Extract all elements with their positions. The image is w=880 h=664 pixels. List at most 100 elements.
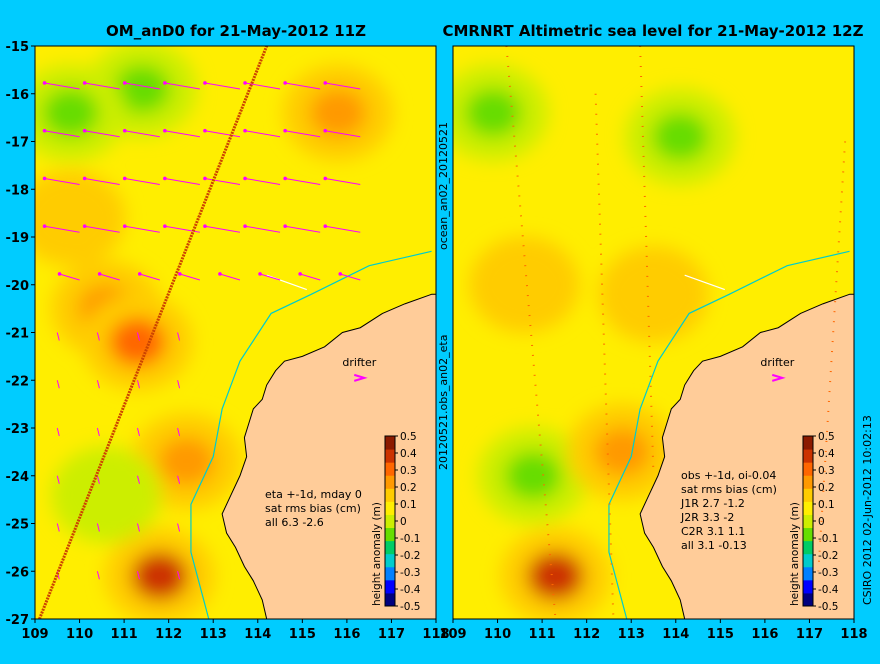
current-arrow <box>96 523 100 532</box>
field-blob-high <box>109 318 166 367</box>
field-blob-high <box>496 260 553 309</box>
colorbar-segment <box>803 592 813 607</box>
field-blob-high <box>131 552 188 601</box>
colorbar: 0.5 0.4 0.3 0.2 0.1 0 -0.1 -0.2 -0.3 -0.4 -0.5 heig… <box>789 431 839 613</box>
colorbar-segment <box>803 501 813 515</box>
y-tick-label: -26 <box>6 565 30 580</box>
y-tick-label: -17 <box>6 136 30 151</box>
current-arrow <box>56 475 60 484</box>
field-blob-low <box>78 470 135 519</box>
annotation-line: J1R 2.7 -1.2 <box>680 497 745 510</box>
current-arrow-head <box>203 176 207 181</box>
current-arrow-head <box>137 272 142 276</box>
colorbar-tick-label: 0.5 <box>400 431 417 443</box>
x-tick-label: 113 <box>618 627 645 642</box>
colorbar-segment <box>803 449 813 463</box>
side-label-left-bottom: 20120521.obs_an02_eta <box>437 335 450 470</box>
left-panel: drifter 0.5 0.4 0.3 0.2 0.1 0 -0.1 -0.2 -0.3 -0.4 -… <box>34 45 437 620</box>
current-arrow-head <box>203 81 207 85</box>
current-arrow <box>84 82 120 90</box>
current-arrow <box>124 82 160 90</box>
right-axes: 109 110 111 112 113 114 115 116 117 118 <box>439 619 868 642</box>
x-tick-label: 118 <box>422 627 449 642</box>
current-arrow-head <box>82 224 87 229</box>
field-features <box>35 46 393 619</box>
colorbar-segment <box>385 462 395 476</box>
current-arrow <box>124 225 160 233</box>
land <box>221 293 436 619</box>
y-tick-label: -25 <box>6 518 30 533</box>
current-arrow <box>285 130 321 138</box>
annotation-line: all 6.3 -2.6 <box>265 516 324 529</box>
current-arrow <box>99 273 120 281</box>
colorbar-tick-label: 0 <box>400 516 407 528</box>
current-arrow <box>136 571 140 580</box>
colorbar-label: height anomaly (m) <box>371 502 383 606</box>
current-arrow <box>84 177 120 185</box>
current-arrow-head <box>122 176 127 181</box>
current-arrow <box>164 177 200 185</box>
current-arrow-head <box>122 224 127 229</box>
x-tick-label: 110 <box>66 627 93 642</box>
drifter-arrow <box>771 373 786 382</box>
colorbar-tick-label: -0.3 <box>818 567 839 579</box>
annotation-line: eta +-1d, mday 0 <box>265 488 362 501</box>
colorbar-segment <box>803 540 813 555</box>
field-features <box>453 64 736 619</box>
y-tick-label: -27 <box>6 613 30 628</box>
plot-area <box>453 46 854 619</box>
y-tick-label: -21 <box>6 327 30 342</box>
current-arrow <box>204 225 241 233</box>
current-arrow-head <box>323 176 328 181</box>
current-arrow-head <box>178 272 182 276</box>
current-arrow <box>56 380 60 389</box>
current-arrow-head <box>42 176 47 181</box>
colorbar-tick-label: 0.4 <box>818 448 835 460</box>
current-arrow <box>44 82 80 90</box>
current-arrow-head <box>97 272 102 276</box>
current-arrow <box>259 273 281 281</box>
current-arrow <box>325 82 361 90</box>
right-panel-title: CMRNRT Altimetric sea level for 21-May-2… <box>443 22 864 40</box>
current-arrow <box>285 225 321 233</box>
colorbar-segment <box>803 553 813 568</box>
current-arrow <box>136 332 140 341</box>
x-tick-label: 115 <box>289 627 316 642</box>
colorbar-segment <box>803 514 813 529</box>
current-arrow-head <box>283 224 287 229</box>
x-tick-label: 117 <box>378 627 405 642</box>
colorbar-segment <box>385 449 395 463</box>
current-arrow-head <box>323 81 328 85</box>
colorbar-segment <box>385 501 395 515</box>
x-tick-label: 111 <box>529 627 556 642</box>
drifter-label: drifter <box>342 356 376 369</box>
current-arrow <box>244 82 281 90</box>
x-tick-label: 115 <box>707 627 734 642</box>
colorbar-segment <box>803 566 813 581</box>
current-arrow-head <box>163 176 167 181</box>
y-tick-label: -15 <box>6 40 30 55</box>
annotation-line: sat rms bias (cm) <box>681 483 777 496</box>
current-arrow <box>96 332 100 341</box>
colorbar-tick-label: -0.5 <box>400 601 421 613</box>
x-tick-label: 112 <box>155 627 182 642</box>
y-tick-label: -19 <box>6 231 30 246</box>
current-arrow-head <box>122 81 127 85</box>
colorbar-segment <box>385 592 395 607</box>
current-arrow <box>219 273 241 281</box>
colorbar-tick-label: -0.2 <box>818 550 839 562</box>
x-tick-label: 110 <box>484 627 511 642</box>
current-arrow <box>325 130 361 138</box>
field-blob-high <box>594 427 651 476</box>
y-tick-label: -16 <box>6 88 30 103</box>
current-arrow-head <box>243 128 247 133</box>
colorbar-tick-label: 0.3 <box>818 465 835 477</box>
x-tick-label: 117 <box>796 627 823 642</box>
current-arrow <box>56 523 60 532</box>
current-arrow-head <box>323 128 328 133</box>
field-blob-high <box>42 193 99 242</box>
current-arrow <box>136 475 140 484</box>
x-tick-label: 112 <box>573 627 600 642</box>
current-arrow <box>84 225 120 233</box>
current-arrow-head <box>82 81 87 85</box>
